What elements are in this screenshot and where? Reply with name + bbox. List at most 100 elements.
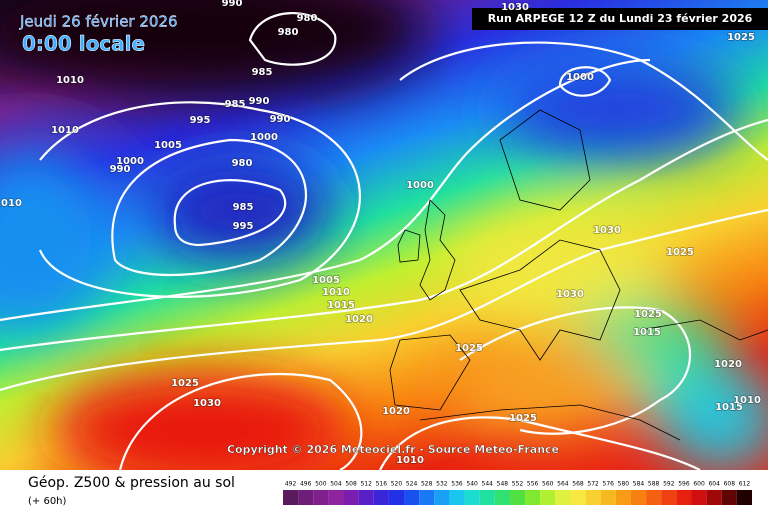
colorbar-label: 572	[587, 481, 599, 488]
isobar-label: 995	[190, 115, 211, 126]
colorbar-label: 492	[285, 481, 297, 488]
colorbar-swatch	[328, 490, 344, 505]
colorbar-swatch	[373, 490, 389, 505]
colorbar-swatch	[585, 490, 601, 505]
isobar-label: 1025	[727, 32, 755, 43]
isobar-label: 1010	[56, 75, 84, 86]
isobar-label: 1005	[154, 140, 182, 151]
colorbar-label: 528	[421, 481, 433, 488]
isobar-label: 995	[233, 221, 254, 232]
isobar-label: 1000	[406, 180, 434, 191]
isobar-label: 1025	[509, 413, 537, 424]
colorbar-label: 524	[406, 481, 418, 488]
isobar-label: 1015	[327, 300, 355, 311]
isobar-label: 1020	[345, 314, 373, 325]
isobar-label: 990	[270, 114, 291, 125]
isobar-label: 1000	[116, 156, 144, 167]
forecast-time: 0:00 locale	[22, 32, 145, 56]
isobars	[0, 12, 768, 471]
isobar-label: 1005	[312, 275, 340, 286]
colorbar-label: 520	[391, 481, 403, 488]
isobar-label: 1015	[633, 327, 661, 338]
colorbar-label: 548	[497, 481, 509, 488]
isobar-label: 1020	[382, 406, 410, 417]
colorbar-swatch	[464, 490, 480, 505]
isobar-label: 990	[110, 164, 131, 175]
colorbar-label: 584	[633, 481, 645, 488]
lead-time: (+ 60h)	[28, 496, 67, 507]
colorbar-label: 532	[436, 481, 448, 488]
colorbar-label: 544	[482, 481, 494, 488]
colorbar-swatch	[555, 490, 571, 505]
run-banner	[472, 8, 768, 30]
isobar-label: 1030	[593, 225, 621, 236]
colorbar-swatch	[600, 490, 616, 505]
colorbar-swatch	[479, 490, 495, 505]
colorbar-swatch	[525, 490, 541, 505]
colorbar-swatch	[706, 490, 722, 505]
isobar-label: 1030	[501, 2, 529, 13]
isobar-label: 1000	[566, 72, 594, 83]
colorbar-label: 556	[527, 481, 539, 488]
colorbar-label: 588	[648, 481, 660, 488]
isobar-label: 985	[233, 202, 254, 213]
isobar-label: 990	[222, 0, 243, 9]
isobar-label: 1025	[171, 378, 199, 389]
isobar-label: 1025	[666, 247, 694, 258]
isobar-label: 1000	[250, 132, 278, 143]
colorbar-label: 580	[618, 481, 630, 488]
colorbar-swatch	[630, 490, 647, 505]
isobar-label: 985	[225, 99, 246, 110]
colorbar-swatch	[449, 490, 465, 505]
colorbar-label: 540	[466, 481, 478, 488]
forecast-date: Jeudi 26 février 2026	[19, 13, 178, 31]
colorbar-label: 508	[345, 481, 357, 488]
colorbar-swatch	[540, 490, 556, 505]
colorbar-label: 516	[376, 481, 388, 488]
height-field	[0, 0, 768, 490]
isobar-label: 1010	[51, 125, 79, 136]
colorbar-label: 560	[542, 481, 554, 488]
colorbar-swatch	[313, 490, 329, 505]
colorbar-swatch	[509, 490, 526, 505]
coastlines	[389, 109, 768, 441]
isobar-label: 1020	[714, 359, 742, 370]
colorbar-label: 536	[451, 481, 463, 488]
colorbar-label: 608	[724, 481, 736, 488]
colorbar-label: 500	[315, 481, 327, 488]
colorbar-swatch	[676, 490, 692, 505]
isobar-label: 985	[252, 67, 273, 78]
colorbar-swatch	[691, 490, 707, 505]
isobar-label: 1015	[715, 402, 743, 413]
isobar-label: 1010	[322, 287, 350, 298]
colorbar-swatch	[736, 490, 752, 505]
colorbar-swatch	[570, 490, 586, 505]
colorbar-swatch	[388, 490, 405, 505]
isobar-label: 990	[249, 96, 270, 107]
colorbar-label: 552	[512, 481, 524, 488]
colorbar-swatch	[343, 490, 359, 505]
colorbar-swatch	[298, 490, 314, 505]
isobar-label: 980	[232, 158, 253, 169]
colorbar-swatch	[434, 490, 450, 505]
colorbar-label: 504	[330, 481, 342, 488]
colorbar-swatch	[661, 490, 677, 505]
isobar-label: 980	[297, 13, 318, 24]
colorbar-swatch	[358, 490, 374, 505]
colorbar-swatch	[494, 490, 510, 505]
colorbar-label: 600	[693, 481, 705, 488]
copyright: Copyright © 2026 Meteociel.fr - Source M…	[227, 443, 559, 456]
colorbar-label: 596	[678, 481, 690, 488]
colorbar-swatch	[646, 490, 662, 505]
isobar-label: 1010	[396, 455, 424, 466]
isobar-label: 1010	[0, 198, 22, 209]
colorbar-swatch	[721, 490, 737, 505]
colorbar-label: 568	[572, 481, 584, 488]
isobar-label: 1030	[193, 398, 221, 409]
colorbar-swatch	[419, 490, 435, 505]
colorbar-label: 512	[360, 481, 372, 488]
footer-title: Géop. Z500 & pression au sol	[28, 475, 235, 491]
isobar-label: 1030	[556, 289, 584, 300]
